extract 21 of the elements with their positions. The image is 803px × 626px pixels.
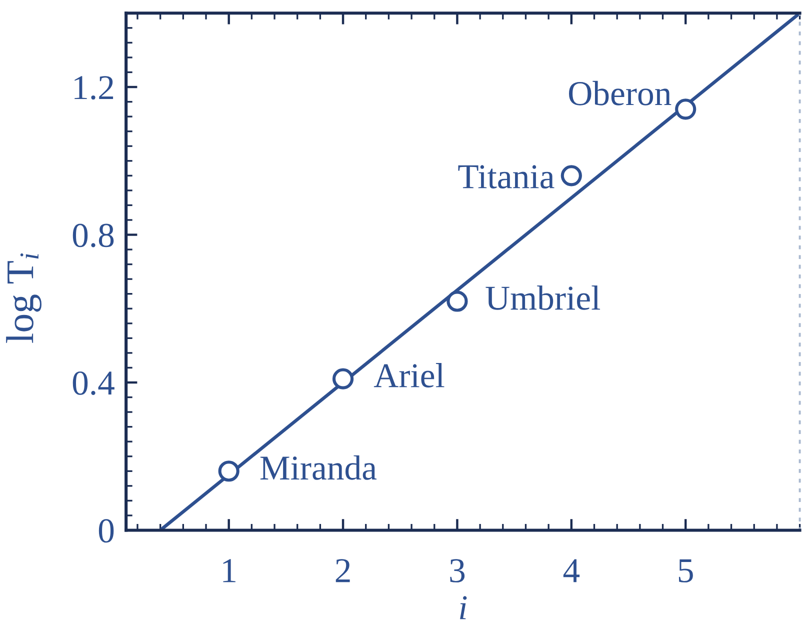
annotation: Miranda bbox=[260, 455, 377, 480]
x-tick-label: 1 bbox=[223, 559, 236, 582]
annotation: Oberon bbox=[569, 80, 672, 106]
y-tick-label: 1.2 bbox=[74, 76, 114, 100]
x-tick-label: 4 bbox=[563, 559, 580, 582]
y-axis-title: log T$_{i}$ bbox=[6, 253, 42, 343]
point bbox=[332, 368, 354, 390]
x-tick-label: 3 bbox=[450, 559, 465, 582]
y-tick-label: 0.8 bbox=[72, 224, 114, 248]
point bbox=[675, 98, 696, 120]
y-tick-label: 0 bbox=[98, 519, 114, 543]
annotation: Titania bbox=[458, 165, 554, 189]
annotation: Umbriel bbox=[486, 285, 600, 310]
x-axis-title: i bbox=[460, 596, 467, 620]
point bbox=[218, 460, 240, 482]
point bbox=[560, 165, 582, 186]
point bbox=[446, 290, 468, 312]
x-tick-label: 2 bbox=[336, 559, 350, 582]
annotation: Ariel bbox=[374, 363, 444, 388]
y-tick-label: 0.4 bbox=[72, 371, 114, 396]
x-tick-label: 5 bbox=[678, 559, 693, 582]
